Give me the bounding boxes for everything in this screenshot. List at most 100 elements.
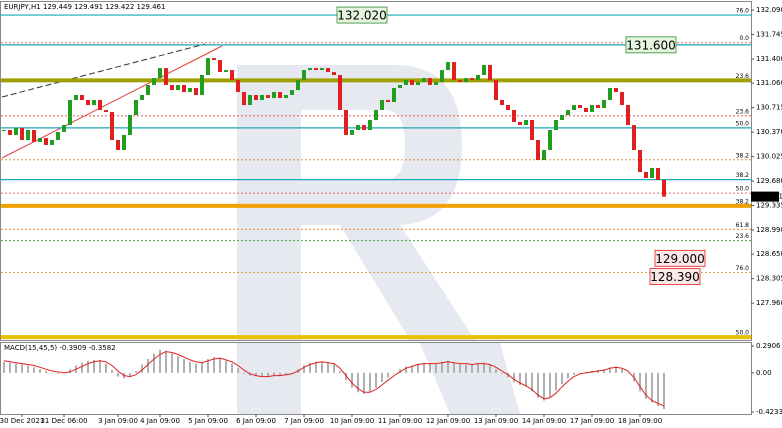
macd-bar bbox=[639, 372, 641, 392]
y2-tick-label: -0.4233 bbox=[756, 408, 782, 416]
candle bbox=[356, 125, 360, 130]
candle bbox=[488, 65, 492, 81]
candle bbox=[314, 68, 318, 71]
macd-bar bbox=[459, 363, 461, 373]
macd-bar bbox=[531, 372, 533, 392]
candle bbox=[290, 90, 294, 96]
candle bbox=[104, 109, 108, 112]
candle bbox=[320, 68, 324, 71]
macd-bar bbox=[69, 369, 71, 373]
candle bbox=[248, 95, 252, 106]
level-tag-box bbox=[336, 6, 388, 24]
macd-bar bbox=[129, 372, 131, 377]
macd-bar bbox=[441, 361, 443, 373]
candle bbox=[410, 80, 414, 86]
macd-bar bbox=[435, 363, 437, 373]
candle bbox=[278, 92, 282, 98]
candle bbox=[500, 99, 504, 106]
macd-bar bbox=[573, 372, 575, 375]
candle bbox=[536, 139, 540, 161]
x-tick-label: 5 Jan 09:00 bbox=[188, 417, 228, 425]
macd-bar bbox=[663, 372, 665, 410]
macd-bar bbox=[567, 372, 569, 379]
candle bbox=[254, 95, 258, 100]
candle bbox=[92, 99, 96, 106]
macd-bar bbox=[627, 372, 629, 374]
macd-bar bbox=[561, 372, 563, 384]
macd-bar bbox=[33, 367, 35, 373]
macd-bar bbox=[93, 359, 95, 373]
macd-bar bbox=[537, 372, 539, 398]
candle bbox=[80, 95, 84, 100]
candle bbox=[638, 150, 642, 172]
candle bbox=[572, 105, 576, 110]
level-tag: 128.390 bbox=[650, 270, 700, 284]
x-tick-label: 14 Jan 09:00 bbox=[522, 417, 566, 425]
macd-bar bbox=[471, 364, 473, 373]
macd-bar bbox=[429, 363, 431, 373]
macd-bar bbox=[411, 365, 413, 373]
candle bbox=[326, 68, 330, 73]
macd-bar bbox=[255, 372, 257, 377]
macd-bar bbox=[39, 369, 41, 373]
candle bbox=[380, 99, 384, 110]
last-price-label: 129.461 bbox=[754, 193, 782, 201]
macd-bar bbox=[549, 372, 551, 397]
main-pane-frame bbox=[0, 1, 752, 341]
fib-label: 61.8 bbox=[736, 222, 750, 229]
fib-label: 76.0 bbox=[736, 265, 750, 272]
macd-bar bbox=[285, 372, 287, 375]
candle bbox=[170, 85, 174, 91]
candle bbox=[404, 80, 408, 86]
candle bbox=[512, 109, 516, 122]
candle bbox=[86, 99, 90, 106]
macd-bar bbox=[309, 362, 311, 373]
candle bbox=[110, 111, 114, 140]
candle bbox=[548, 129, 552, 151]
candle bbox=[338, 75, 342, 110]
candle bbox=[542, 150, 546, 161]
fib-label: 23.6 bbox=[736, 108, 750, 115]
macd-bar bbox=[135, 371, 137, 373]
macd-bar bbox=[225, 360, 227, 373]
candle bbox=[206, 58, 210, 76]
candle bbox=[446, 62, 450, 71]
macd-bar bbox=[159, 349, 161, 373]
macd-title: MACD(15,45,5) -0.3909 -0.3582 bbox=[4, 344, 116, 352]
macd-bar bbox=[237, 368, 239, 373]
candle bbox=[302, 70, 306, 81]
candle bbox=[656, 167, 660, 180]
macd-bar bbox=[333, 364, 335, 373]
macd-bar bbox=[267, 372, 269, 377]
candle bbox=[128, 115, 132, 135]
candle bbox=[284, 95, 288, 98]
candle bbox=[350, 129, 354, 135]
candle bbox=[524, 119, 528, 126]
macd-bar bbox=[609, 367, 611, 373]
macd-bar bbox=[27, 365, 29, 373]
x-tick-label: 4 Jan 09:00 bbox=[140, 417, 180, 425]
macd-bar bbox=[207, 358, 209, 373]
candle bbox=[134, 99, 138, 116]
macd-bar bbox=[195, 363, 197, 373]
candle bbox=[374, 109, 378, 120]
macd-bar bbox=[387, 372, 389, 378]
candle bbox=[440, 70, 444, 83]
level-tag: 132.020 bbox=[337, 9, 387, 23]
macd-bar bbox=[525, 372, 527, 387]
macd-bar bbox=[165, 350, 167, 373]
candle bbox=[434, 82, 438, 86]
candle bbox=[68, 99, 72, 126]
y-tick-label: 128.650 bbox=[756, 250, 782, 258]
candle bbox=[242, 92, 246, 106]
macd-bar bbox=[495, 369, 497, 373]
candle bbox=[212, 58, 216, 61]
candle bbox=[122, 134, 126, 151]
candle bbox=[194, 87, 198, 96]
fib-label: 50.0 bbox=[736, 186, 750, 193]
candle bbox=[560, 115, 564, 120]
candle bbox=[266, 95, 270, 98]
candle bbox=[416, 82, 420, 86]
level-tag-box bbox=[625, 36, 677, 54]
candle bbox=[614, 87, 618, 93]
